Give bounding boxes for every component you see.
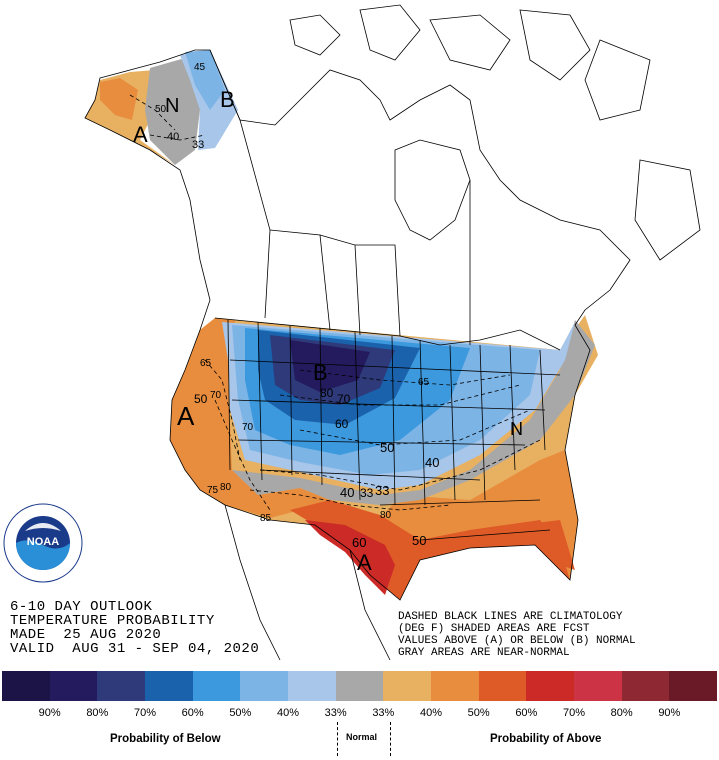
prob-80-below: 80	[320, 386, 334, 400]
prob-60-above: 60	[352, 535, 366, 550]
prob-40-above: 40	[340, 485, 354, 500]
outlook-map: A N B 50 45 40 33 B A A N 65 70 70 75 80…	[84, 4, 701, 661]
contour-65-east: 65	[418, 377, 430, 388]
outlook-made-date: MADE 25 AUG 2020	[10, 627, 162, 643]
contour-80-west: 80	[220, 482, 232, 493]
note-line-2: (DEG F) SHADED AREAS ARE FCST	[398, 623, 590, 635]
legend-swatch	[478, 671, 527, 701]
legend-swatch	[669, 671, 718, 701]
prob-50-below: 50	[380, 440, 394, 455]
legend-swatch	[240, 671, 289, 701]
legend-swatch	[621, 671, 670, 701]
legend-tick-label: 40%	[419, 707, 443, 719]
note-line-3: VALUES ABOVE (A) OR BELOW (B) NORMAL	[398, 635, 636, 647]
texas-above-label: A	[357, 550, 372, 575]
west-above-label: A	[177, 401, 195, 431]
below-caption: Probability of Below	[110, 733, 221, 745]
outlook-title: 6-10 DAY OUTLOOK	[10, 599, 153, 615]
outlook-valid-dates: VALID AUG 31 - SEP 04, 2020	[10, 641, 260, 657]
legend-tick-label: 60%	[181, 707, 204, 719]
legend-tick-label: 33%	[372, 707, 395, 719]
alaska-contour-45: 45	[194, 62, 206, 73]
legend-swatch	[526, 671, 575, 701]
legend-swatch	[97, 671, 146, 701]
legend-tick-label: 90%	[658, 707, 681, 719]
legend-tick-label: 40%	[276, 707, 300, 719]
map-legend-note: DASHED BLACK LINES ARE CLIMATOLOGY (DEG …	[398, 611, 718, 659]
alaska-normal-label: N	[165, 95, 179, 117]
legend-tick-label: 70%	[562, 707, 586, 719]
note-line-1: DASHED BLACK LINES ARE CLIMATOLOGY	[398, 611, 623, 623]
note-line-4: GRAY AREAS ARE NEAR-NORMAL	[398, 647, 570, 659]
prob-70-below: 70	[337, 392, 351, 406]
legend-tick-label: 50%	[229, 707, 252, 719]
legend-swatch	[145, 671, 193, 701]
alaska-above-label: A	[133, 122, 148, 147]
normal-caption: Normal	[346, 732, 378, 742]
contour-70-basin: 70	[242, 422, 254, 433]
normal-divider	[337, 722, 391, 756]
prob-33-below: 33	[375, 483, 389, 498]
probability-color-bar	[2, 671, 718, 701]
alaska-contour-33: 33	[192, 139, 204, 151]
legend-tick-label: 80%	[86, 707, 109, 719]
legend-swatch	[335, 671, 384, 701]
noaa-logo: NOAA	[3, 503, 83, 583]
legend-swatch	[2, 671, 50, 701]
alaska-shading	[85, 50, 238, 165]
legend-swatch	[192, 671, 241, 701]
legend-tick-label: 33%	[324, 707, 347, 719]
legend-swatch	[49, 671, 98, 701]
above-caption: Probability of Above	[490, 733, 602, 745]
climatology-lines	[129, 94, 541, 511]
legend-swatch	[431, 671, 479, 701]
contour-65-west: 65	[200, 358, 212, 369]
prob-33-above: 33	[360, 486, 374, 500]
outlook-subtitle: TEMPERATURE PROBABILITY	[10, 613, 215, 629]
legend-swatch	[288, 671, 336, 701]
alaska-contour-50: 50	[155, 104, 167, 115]
legend-tick-label: 90%	[38, 707, 61, 719]
prob-50-west: 50	[194, 392, 208, 406]
legend-tick-label: 50%	[467, 707, 490, 719]
contour-80-south: 80	[380, 510, 392, 521]
contour-85: 85	[260, 513, 272, 524]
outlook-title-block: 6-10 DAY OUTLOOK TEMPERATURE PROBABILITY…	[10, 600, 259, 656]
contour-70-west: 70	[210, 390, 222, 401]
contour-75: 75	[207, 485, 219, 496]
legend-swatch	[383, 671, 432, 701]
prob-60-below: 60	[335, 417, 349, 431]
prob-50-above: 50	[412, 533, 426, 548]
boundary-lines	[84, 4, 701, 661]
legend-swatch	[574, 671, 622, 701]
alaska-contour-40: 40	[167, 131, 179, 143]
prob-40-below: 40	[425, 455, 439, 470]
noaa-logo-text: NOAA	[27, 536, 59, 548]
east-normal-label: N	[510, 419, 523, 439]
legend-tick-label: 70%	[133, 707, 157, 719]
alaska-below-label: B	[220, 87, 235, 112]
legend-tick-label: 80%	[610, 707, 633, 719]
plains-below-label: B	[313, 360, 328, 385]
legend-tick-label: 60%	[515, 707, 538, 719]
